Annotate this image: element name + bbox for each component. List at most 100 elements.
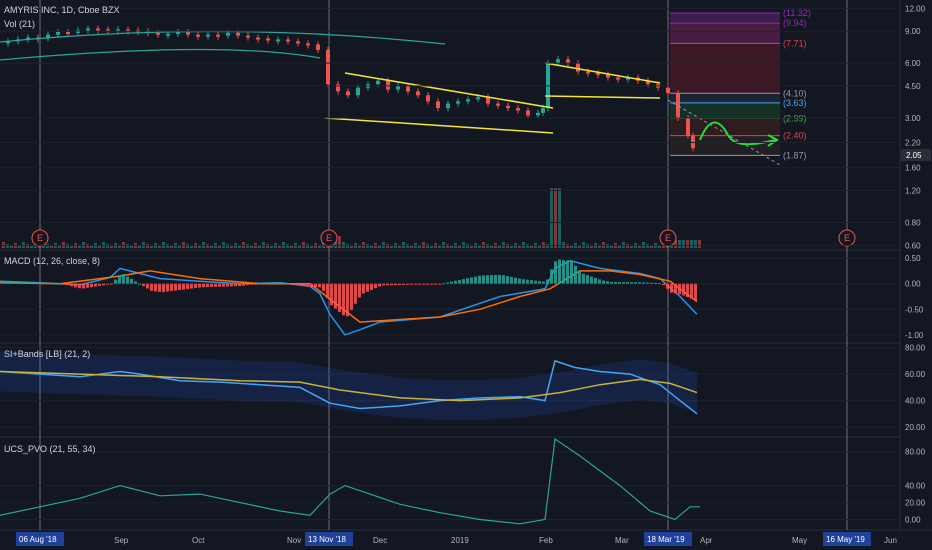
fib-zone xyxy=(670,43,780,94)
macd-histogram-bar xyxy=(286,283,289,285)
macd-tick-label: 0.50 xyxy=(905,254,921,263)
macd-histogram-bar xyxy=(206,283,209,288)
macd-histogram-bar xyxy=(290,283,293,285)
candle-body xyxy=(336,84,340,92)
volume-bar xyxy=(50,246,53,248)
macd-histogram-bar xyxy=(322,283,325,291)
macd-histogram-bar xyxy=(146,283,149,289)
macd-histogram-bar xyxy=(590,276,593,284)
macd-histogram-bar xyxy=(302,283,305,286)
volume-bar xyxy=(298,245,301,248)
macd-histogram-bar xyxy=(566,260,569,284)
macd-histogram-bar xyxy=(542,281,545,284)
macd-histogram-bar xyxy=(158,283,161,293)
macd-histogram-bar xyxy=(430,283,433,285)
macd-histogram-bar xyxy=(654,282,657,284)
volume-bar xyxy=(138,245,141,248)
earnings-marker-label: E xyxy=(326,233,332,243)
projection-arrow[interactable] xyxy=(699,121,776,146)
candle-body xyxy=(176,31,180,34)
volume-bar xyxy=(458,245,461,248)
candle-body xyxy=(226,32,230,36)
macd-histogram-bar xyxy=(50,283,53,285)
price-tick-label: 0.60 xyxy=(905,241,921,250)
price-tick-label: 12.00 xyxy=(905,4,926,13)
macd-histogram-bar xyxy=(666,283,669,289)
candle-body xyxy=(606,74,610,78)
volume-bar xyxy=(650,246,653,248)
volume-bar xyxy=(106,244,109,248)
fib-zone xyxy=(670,118,780,136)
candle-body xyxy=(586,71,590,74)
macd-histogram-bar xyxy=(262,282,265,284)
volume-bar xyxy=(218,245,221,248)
date-label: Apr xyxy=(700,536,713,545)
trendline-wedge-upper[interactable] xyxy=(344,72,554,109)
macd-histogram-bar xyxy=(482,275,485,284)
candle-body xyxy=(46,34,50,39)
volume-bar xyxy=(78,245,81,248)
volume-bar xyxy=(498,245,501,248)
volume-bar xyxy=(418,245,421,248)
macd-histogram-bar xyxy=(90,283,93,288)
macd-tick-label: -0.50 xyxy=(905,305,924,314)
volume-bar xyxy=(6,244,9,248)
macd-histogram-bar xyxy=(350,283,353,310)
macd-histogram-bar xyxy=(234,283,237,287)
last-price-tag xyxy=(901,149,931,161)
fib-zone xyxy=(670,135,780,156)
volume-bar xyxy=(486,244,489,248)
envelope-lower[interactable] xyxy=(0,48,321,61)
macd-histogram-bar xyxy=(258,283,261,285)
macd-histogram-bar xyxy=(486,275,489,284)
trendline-flag-upper[interactable] xyxy=(544,62,661,84)
macd-histogram-bar xyxy=(222,283,225,287)
date-label: Sep xyxy=(114,536,129,545)
volume-bar xyxy=(526,244,529,248)
candle-body xyxy=(356,87,360,96)
si-tick-label: 40.00 xyxy=(905,397,926,406)
price-tick-label: 1.20 xyxy=(905,186,921,195)
volume-bar xyxy=(98,245,101,248)
volume-bar xyxy=(578,245,581,248)
macd-histogram-bar xyxy=(582,273,585,284)
candle-body xyxy=(686,117,690,136)
volume-bar xyxy=(686,240,689,248)
macd-histogram-bar xyxy=(514,277,517,284)
price-axis: 12.00 9.00 6.00 4.50 3.00 2.20 1.60 1.20 0.80 0.6… xyxy=(0,4,926,250)
volume-bar xyxy=(694,240,697,248)
macd-histogram-bar xyxy=(358,283,361,298)
macd-histogram-bar xyxy=(346,283,349,317)
date-label: May xyxy=(792,536,807,545)
candle-body xyxy=(526,110,530,116)
volume-bar xyxy=(258,245,261,248)
volume-bar xyxy=(370,246,373,248)
candle-body xyxy=(426,95,430,102)
candle-body xyxy=(406,85,410,92)
candle-body xyxy=(466,99,470,102)
volume-bar xyxy=(290,246,293,248)
earnings-marker-icon xyxy=(320,229,338,247)
candle-body xyxy=(386,80,390,90)
macd-histogram-bar xyxy=(70,283,73,287)
volume-bar xyxy=(246,244,249,248)
volume-bar xyxy=(490,246,493,248)
candle-body xyxy=(286,39,290,42)
candle-body xyxy=(536,112,540,116)
volume-bar xyxy=(598,245,601,248)
candle-body xyxy=(306,43,310,46)
si-bands-pane: 80.00 60.00 40.00 20.00 xyxy=(0,344,926,432)
candle-body xyxy=(26,37,30,40)
trendline-flag-lower[interactable] xyxy=(544,95,661,99)
macd-histogram-bar xyxy=(438,283,441,285)
candle-body xyxy=(691,135,695,149)
volume-bar xyxy=(638,245,641,248)
macd-histogram-bar xyxy=(534,280,537,284)
candle-body xyxy=(126,29,130,32)
trendline-wedge-lower[interactable] xyxy=(324,117,554,134)
macd-histogram-bar xyxy=(10,281,13,284)
macd-histogram-bar xyxy=(638,282,641,284)
volume-bar xyxy=(198,245,201,248)
candle-body xyxy=(56,31,60,35)
